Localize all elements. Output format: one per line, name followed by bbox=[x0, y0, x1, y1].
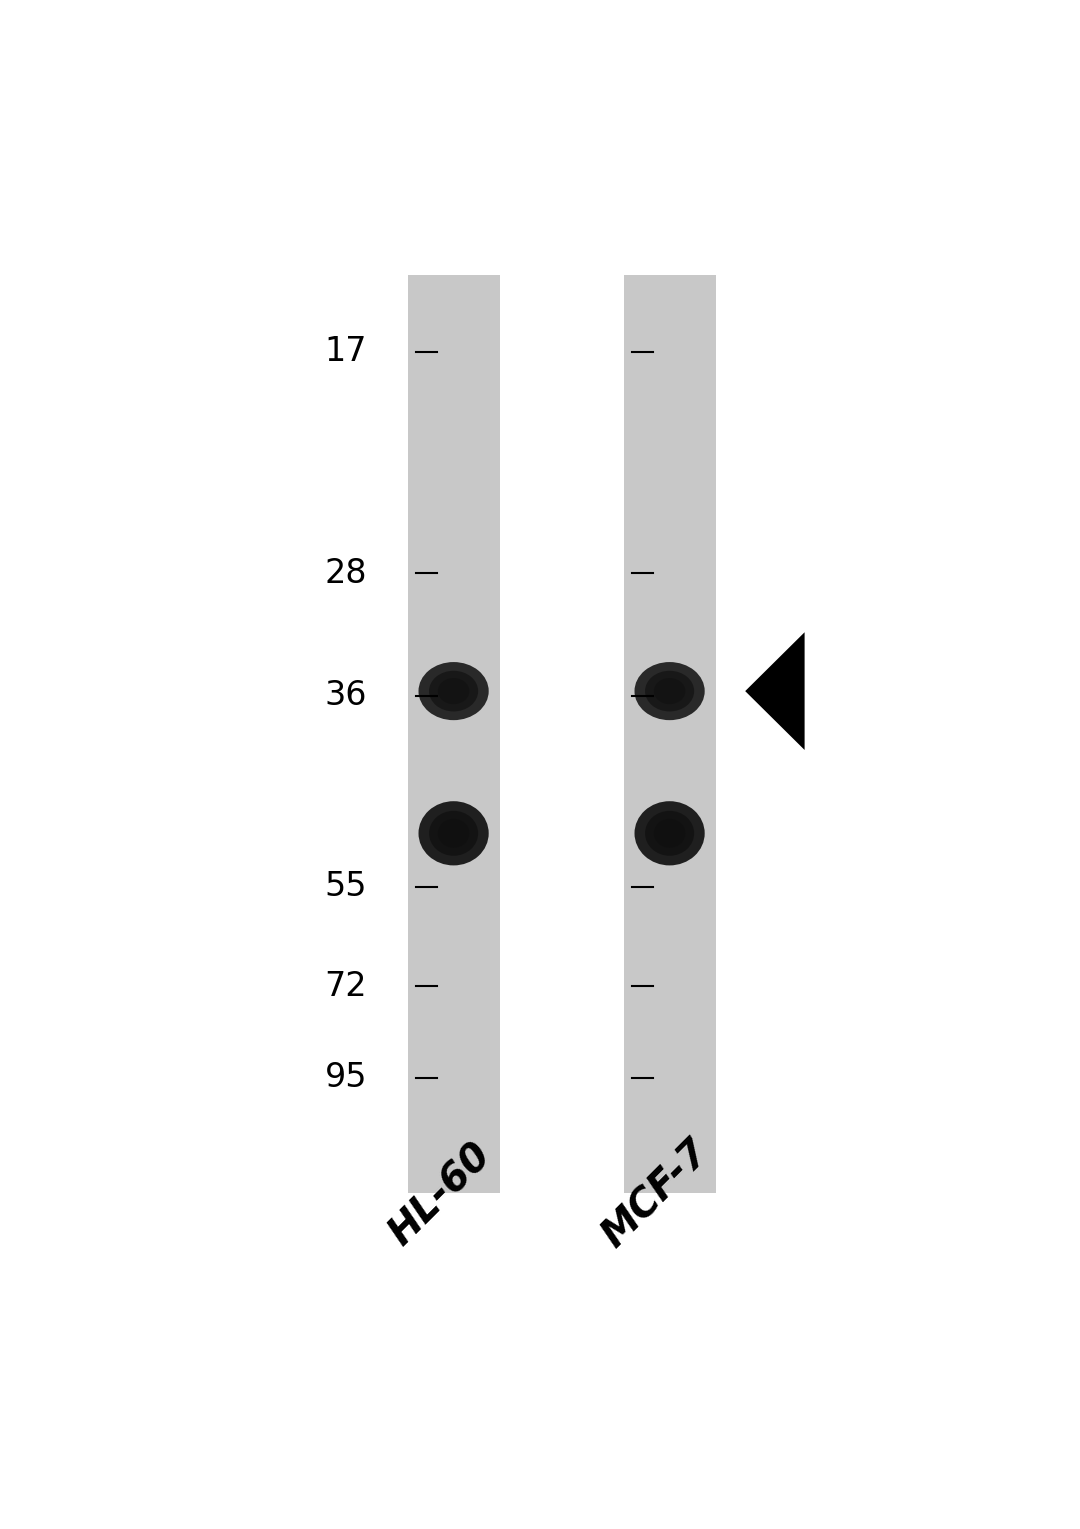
Ellipse shape bbox=[437, 677, 470, 705]
Ellipse shape bbox=[635, 662, 705, 720]
FancyBboxPatch shape bbox=[408, 275, 499, 1193]
Text: 28: 28 bbox=[325, 557, 367, 590]
Ellipse shape bbox=[645, 671, 694, 711]
Ellipse shape bbox=[653, 820, 686, 847]
Ellipse shape bbox=[418, 801, 488, 865]
Ellipse shape bbox=[437, 820, 470, 847]
FancyBboxPatch shape bbox=[624, 275, 715, 1193]
Text: MCF-7: MCF-7 bbox=[595, 1133, 717, 1255]
Polygon shape bbox=[745, 633, 805, 749]
Ellipse shape bbox=[653, 677, 686, 705]
Text: 95: 95 bbox=[325, 1061, 367, 1095]
Text: 72: 72 bbox=[325, 969, 367, 1003]
Ellipse shape bbox=[429, 671, 478, 711]
Text: HL-60: HL-60 bbox=[381, 1136, 499, 1252]
Text: 36: 36 bbox=[325, 679, 367, 713]
Ellipse shape bbox=[635, 801, 705, 865]
Text: 17: 17 bbox=[325, 335, 367, 368]
Ellipse shape bbox=[418, 662, 488, 720]
Text: 55: 55 bbox=[325, 870, 367, 904]
Ellipse shape bbox=[429, 810, 478, 856]
Ellipse shape bbox=[645, 810, 694, 856]
